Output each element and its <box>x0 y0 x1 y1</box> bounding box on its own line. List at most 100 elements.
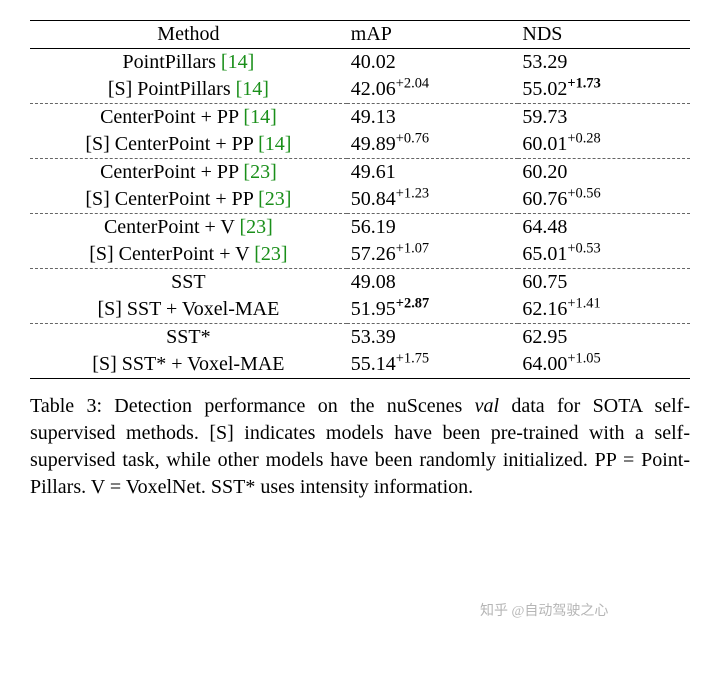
nds-delta: +0.56 <box>567 185 600 201</box>
method-cell: [S] CenterPoint + PP [23] <box>30 186 347 214</box>
table-row: [S] CenterPoint + V [23]57.26+1.0765.01+… <box>30 241 690 269</box>
method-pre: [S] SST + Voxel-MAE <box>97 298 279 320</box>
nds-delta: +1.05 <box>567 350 600 366</box>
map-delta: +1.75 <box>396 350 429 366</box>
nds-cell: 64.00+1.05 <box>518 351 690 379</box>
map-cell: 49.08 <box>347 269 519 297</box>
map-value: 49.61 <box>351 161 396 183</box>
map-value: 42.06 <box>351 78 396 100</box>
method-pre: PointPillars <box>123 51 221 73</box>
map-value: 49.13 <box>351 106 396 128</box>
method-pre: [S] CenterPoint + PP <box>85 188 258 210</box>
table-row: SST 49.08 60.75 <box>30 269 690 297</box>
method-pre: CenterPoint + PP <box>100 106 243 128</box>
map-cell: 51.95+2.87 <box>347 296 519 324</box>
nds-value: 59.73 <box>522 106 567 128</box>
nds-value: 60.76 <box>522 188 567 210</box>
nds-value: 60.75 <box>522 271 567 293</box>
method-cell: [S] PointPillars [14] <box>30 76 347 104</box>
table-body: PointPillars [14] 40.02 53.29 [S] PointPill… <box>30 49 690 379</box>
header-row: Method mAP NDS <box>30 21 690 49</box>
nds-cell: 60.20 <box>518 159 690 187</box>
table-row: [S] PointPillars [14]42.06+2.0455.02+1.7… <box>30 76 690 104</box>
citation-link[interactable]: [14] <box>258 133 291 155</box>
citation-link[interactable]: [23] <box>254 243 287 265</box>
results-table: Method mAP NDS PointPillars [14] 40.02 53.… <box>30 20 690 379</box>
map-value: 49.08 <box>351 271 396 293</box>
map-cell: 40.02 <box>347 49 519 77</box>
nds-cell: 53.29 <box>518 49 690 77</box>
table-row: [S] SST + Voxel-MAE51.95+2.8762.16+1.41 <box>30 296 690 324</box>
table-row: PointPillars [14] 40.02 53.29 <box>30 49 690 77</box>
table-row: [S] SST* + Voxel-MAE55.14+1.7564.00+1.05 <box>30 351 690 379</box>
nds-cell: 64.48 <box>518 214 690 242</box>
header-nds: NDS <box>518 21 690 49</box>
citation-link[interactable]: [14] <box>243 106 276 128</box>
map-delta: +2.04 <box>396 75 429 91</box>
map-cell: 57.26+1.07 <box>347 241 519 269</box>
nds-delta: +1.73 <box>567 75 600 91</box>
map-value: 40.02 <box>351 51 396 73</box>
map-value: 56.19 <box>351 216 396 238</box>
table-row: CenterPoint + PP [23]49.6160.20 <box>30 159 690 187</box>
caption-italic: val <box>475 395 499 417</box>
caption-label: Table 3: <box>30 395 102 417</box>
nds-value: 65.01 <box>522 243 567 265</box>
nds-cell: 60.76+0.56 <box>518 186 690 214</box>
map-cell: 42.06+2.04 <box>347 76 519 104</box>
method-cell: CenterPoint + V [23] <box>30 214 347 242</box>
nds-value: 53.29 <box>522 51 567 73</box>
map-cell: 55.14+1.75 <box>347 351 519 379</box>
method-pre: SST <box>171 271 205 293</box>
map-delta: +1.23 <box>396 185 429 201</box>
nds-cell: 65.01+0.53 <box>518 241 690 269</box>
map-value: 50.84 <box>351 188 396 210</box>
header-map: mAP <box>347 21 519 49</box>
map-cell: 56.19 <box>347 214 519 242</box>
citation-link[interactable]: [14] <box>221 51 254 73</box>
nds-value: 60.20 <box>522 161 567 183</box>
caption-pre: Detection performance on the nuScenes <box>102 395 475 417</box>
method-pre: [S] CenterPoint + PP <box>85 133 258 155</box>
map-value: 55.14 <box>351 353 396 375</box>
table-row: CenterPoint + V [23]56.19 64.48 <box>30 214 690 242</box>
map-value: 51.95 <box>351 298 396 320</box>
method-cell: CenterPoint + PP [14] <box>30 104 347 132</box>
method-cell: CenterPoint + PP [23] <box>30 159 347 187</box>
method-pre: [S] PointPillars <box>108 78 236 100</box>
map-cell: 50.84+1.23 <box>347 186 519 214</box>
method-cell: [S] SST* + Voxel-MAE <box>30 351 347 379</box>
nds-cell: 55.02+1.73 <box>518 76 690 104</box>
nds-cell: 62.16+1.41 <box>518 296 690 324</box>
table-row: [S] CenterPoint + PP [14]49.89+0.7660.01… <box>30 131 690 159</box>
table-row: [S] CenterPoint + PP [23]50.84+1.2360.76… <box>30 186 690 214</box>
nds-cell: 60.01+0.28 <box>518 131 690 159</box>
nds-value: 64.48 <box>522 216 567 238</box>
nds-delta: +0.53 <box>567 240 600 256</box>
map-value: 49.89 <box>351 133 396 155</box>
nds-delta: +0.28 <box>567 130 600 146</box>
citation-link[interactable]: [14] <box>236 78 269 100</box>
nds-value: 62.95 <box>522 326 567 348</box>
citation-link[interactable]: [23] <box>258 188 291 210</box>
table-row: SST* 53.39 62.95 <box>30 324 690 352</box>
method-cell: [S] CenterPoint + PP [14] <box>30 131 347 159</box>
map-value: 57.26 <box>351 243 396 265</box>
map-delta: +2.87 <box>396 295 429 311</box>
map-cell: 49.61 <box>347 159 519 187</box>
map-cell: 49.13 <box>347 104 519 132</box>
citation-link[interactable]: [23] <box>243 161 276 183</box>
nds-value: 60.01 <box>522 133 567 155</box>
nds-cell: 59.73 <box>518 104 690 132</box>
watermark-text: 知乎 @自动驾驶之心 <box>480 600 608 620</box>
map-value: 53.39 <box>351 326 396 348</box>
citation-link[interactable]: [23] <box>240 216 273 238</box>
header-method: Method <box>30 21 347 49</box>
map-delta: +0.76 <box>396 130 429 146</box>
nds-value: 64.00 <box>522 353 567 375</box>
nds-cell: 62.95 <box>518 324 690 352</box>
method-pre: CenterPoint + PP <box>100 161 243 183</box>
method-pre: SST* <box>166 326 210 348</box>
nds-value: 55.02 <box>522 78 567 100</box>
method-cell: SST <box>30 269 347 297</box>
